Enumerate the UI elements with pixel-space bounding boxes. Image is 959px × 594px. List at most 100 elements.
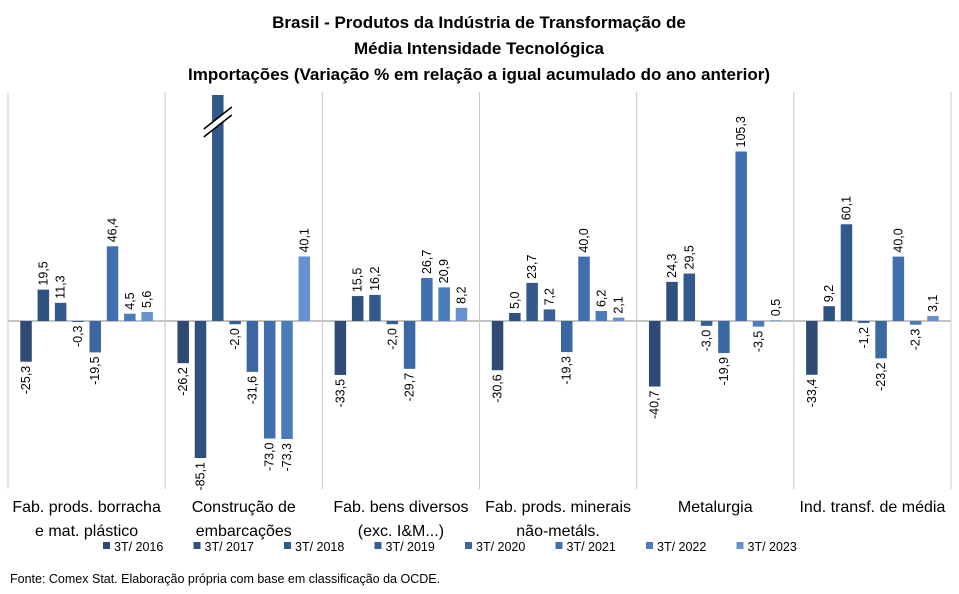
bar: [770, 320, 782, 322]
value-label: -85,1: [194, 462, 208, 491]
category-label: Ind. transf. de média: [799, 499, 945, 516]
bar: [72, 321, 84, 322]
category-label: embarcações: [196, 523, 292, 540]
value-label: 5,0: [508, 292, 522, 309]
bar: [20, 321, 32, 362]
value-label: 20,9: [437, 259, 451, 283]
source-note: Fonte: Comex Stat. Elaboração própria co…: [10, 572, 440, 586]
value-label: 40,1: [297, 228, 311, 252]
bar: [823, 306, 835, 321]
value-label: 26,7: [420, 250, 434, 274]
value-label: 19,5: [36, 261, 50, 285]
legend-item: 3T/ 2020: [465, 540, 525, 554]
value-label: 23,7: [525, 254, 539, 278]
value-label: 29,5: [682, 245, 696, 269]
value-label: -19,5: [88, 356, 102, 385]
legend: 3T/ 2016 3T/ 2017 3T/ 2018 3T/ 2019 3T/ 2020…: [103, 540, 797, 554]
legend-swatch: [193, 542, 201, 549]
legend-item: 3T/ 2021: [555, 540, 616, 554]
bar: [89, 321, 101, 353]
bar: [612, 317, 625, 321]
legend-swatch: [374, 542, 382, 549]
bar: [194, 321, 207, 458]
legend-swatch: [736, 542, 744, 549]
bar: [124, 313, 136, 321]
legend-label: 3T/ 2023: [748, 540, 797, 554]
bar: [752, 321, 765, 327]
value-label: 16,2: [368, 267, 382, 291]
bar: [595, 311, 608, 321]
value-label: 40,0: [891, 228, 905, 252]
category-label: Construção de: [192, 499, 296, 516]
category-label: (exc. I&M...): [358, 523, 444, 540]
bar: [106, 246, 119, 321]
value-label: -29,7: [403, 373, 417, 402]
bar: [875, 321, 887, 359]
legend-swatch: [646, 542, 653, 549]
bar: [212, 95, 224, 321]
bar: [386, 321, 399, 325]
value-label: -2,0: [228, 328, 242, 350]
value-label: -25,3: [19, 366, 33, 395]
value-label: -33,5: [333, 379, 347, 408]
bar: [351, 296, 364, 321]
value-label: -31,6: [245, 376, 259, 405]
category-label: Metalurgia: [678, 499, 753, 516]
bar: [54, 302, 67, 321]
axis-break-marker: [202, 106, 234, 138]
value-labels-layer: -25,3 -26,2 -33,5 -30,6 -40,7 -33,4 19,5 -85,1 1…: [19, 116, 940, 490]
legend-item: 3T/ 2019: [374, 540, 435, 554]
value-label: 7,2: [542, 288, 556, 305]
value-label: -30,6: [491, 374, 505, 403]
bar: [37, 289, 50, 321]
bar: [718, 321, 730, 354]
legend-item: 3T/ 2018: [284, 540, 344, 554]
plot-area: [7, 92, 952, 489]
value-label: 3,1: [926, 295, 940, 312]
legend-label: 3T/ 2022: [657, 540, 706, 554]
legend-label: 3T/ 2020: [476, 540, 525, 554]
bar: [298, 256, 311, 321]
bars-layer: [20, 95, 939, 458]
bar: [369, 294, 381, 321]
category-label: não-metáls.: [516, 523, 600, 540]
legend-swatch: [284, 542, 291, 549]
value-label: -19,9: [717, 357, 731, 386]
bar: [648, 321, 661, 387]
bar: [509, 312, 521, 321]
category-label: Fab. prods. minerais: [485, 499, 631, 516]
category-label: Fab. bens diversos: [333, 499, 468, 516]
value-label: 40,0: [577, 228, 591, 252]
category-label: Fab. prods. borracha: [12, 499, 161, 516]
bar: [263, 321, 276, 439]
legend-item: 3T/ 2017: [193, 540, 254, 554]
bar: [438, 287, 450, 321]
value-label: 11,3: [54, 275, 68, 298]
value-label: -0,3: [71, 325, 85, 347]
bar: [177, 321, 189, 364]
bar: [560, 321, 573, 353]
chart-title: Brasil - Produtos da Indústria de Transf…: [188, 13, 770, 84]
bar: [892, 256, 905, 321]
value-label: 46,4: [106, 218, 120, 242]
bar: [229, 321, 241, 325]
legend-label: 3T/ 2019: [386, 540, 435, 554]
value-label: 5,6: [140, 291, 154, 308]
bar: [455, 307, 468, 321]
title-line-3: Importações (Variação % em relação a igu…: [188, 65, 770, 84]
value-label: -40,7: [648, 390, 662, 419]
value-label: -26,2: [176, 367, 190, 396]
legend-label: 3T/ 2021: [567, 540, 616, 554]
value-label: 6,2: [594, 290, 608, 307]
legend-label: 3T/ 2017: [205, 540, 254, 554]
value-label: -73,0: [263, 442, 277, 471]
bar: [858, 321, 870, 323]
category-labels-layer: Fab. prods. borracha e mat. plástico Const…: [12, 499, 945, 540]
legend-swatch: [465, 542, 472, 549]
legend-item: 3T/ 2022: [646, 540, 706, 554]
bar: [543, 309, 556, 321]
value-label: 24,3: [665, 254, 679, 278]
title-line-2: Média Intensidade Tecnológica: [354, 39, 605, 58]
bar: [526, 282, 538, 321]
